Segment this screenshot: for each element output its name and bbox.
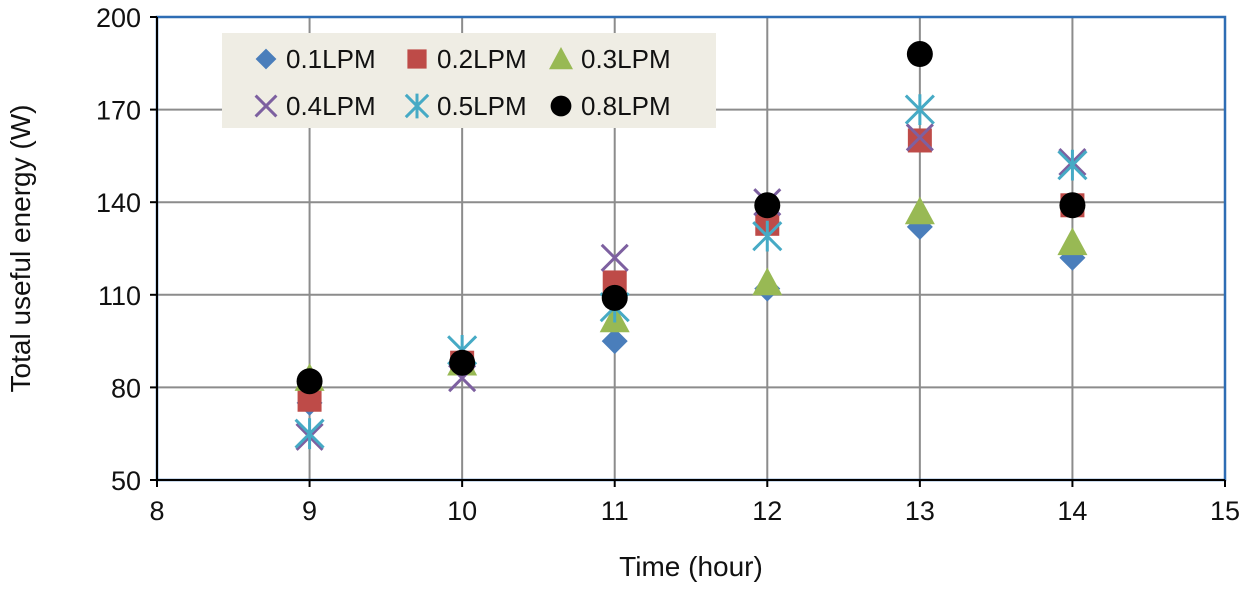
legend-marker-x — [254, 94, 278, 118]
legend-marker-triangle — [549, 47, 573, 70]
data-point-circle — [296, 368, 323, 395]
series-0.1LPM — [296, 213, 1086, 416]
legend-label: 0.3LPM — [581, 44, 671, 74]
data-point-star — [294, 418, 325, 450]
data-point-circle — [601, 284, 628, 311]
data-point-triangle — [752, 267, 783, 296]
data-point-circle — [449, 349, 476, 376]
tick-labels: 8 9 10 11 12 13 14 15 50 80 110 140 170 200 — [96, 3, 1240, 526]
y-tick-label: 140 — [96, 188, 141, 218]
data-point-circle — [1059, 192, 1086, 219]
data-point-circle — [754, 192, 781, 219]
legend-item: 0.4LPM — [254, 91, 376, 121]
data-point-star — [904, 94, 935, 125]
x-axis-title: Time (hour) — [619, 551, 763, 582]
legend-box — [222, 33, 716, 128]
legend-label: 0.4LPM — [286, 91, 376, 121]
y-axis-title: Total useful energy (W) — [5, 105, 36, 393]
axes — [150, 16, 1226, 487]
legend-item: 0.5LPM — [404, 91, 527, 121]
legend-item: 0.1LPM — [255, 44, 376, 74]
legend-label: 0.2LPM — [437, 44, 527, 74]
data-point-star — [752, 220, 783, 252]
x-tick-label: 14 — [1057, 496, 1087, 526]
data-point-diamond — [601, 328, 628, 355]
legend-item: 0.8LPM — [550, 91, 671, 121]
data-point-triangle — [1057, 227, 1088, 256]
data-point-star — [1057, 149, 1088, 181]
x-tick-label: 15 — [1210, 496, 1240, 526]
series-0.8LPM — [296, 41, 1086, 395]
legend-label: 0.1LPM — [286, 44, 376, 74]
legend-label: 0.5LPM — [437, 91, 527, 121]
legend: 0.1LPM 0.2LPM 0.3LPM 0.4LPM 0.5LPM 0.8LPM — [222, 33, 716, 128]
y-tick-label: 170 — [96, 96, 141, 126]
x-tick-label: 11 — [601, 496, 629, 526]
y-tick-label: 80 — [111, 373, 141, 403]
y-tick-label: 50 — [111, 466, 141, 496]
series-0.3LPM — [294, 196, 1088, 391]
legend-marker-square — [407, 49, 427, 69]
series-0.2LPM — [297, 128, 1085, 412]
data-point-circle — [906, 41, 933, 68]
legend-label: 0.8LPM — [581, 91, 671, 121]
y-tick-label: 110 — [98, 281, 141, 311]
x-tick-label: 13 — [905, 496, 935, 526]
x-tick-label: 9 — [302, 496, 317, 526]
x-tick-label: 12 — [752, 496, 782, 526]
x-tick-label: 10 — [447, 496, 477, 526]
data-point-triangle — [904, 196, 935, 225]
data-points — [294, 41, 1088, 451]
data-point-x — [905, 123, 934, 152]
data-point-diamond — [1059, 244, 1086, 271]
x-tick-label: 8 — [149, 496, 164, 526]
legend-marker-star — [404, 93, 430, 119]
data-point-x — [600, 243, 629, 272]
data-point-square — [907, 128, 932, 153]
series-0.5LPM — [294, 94, 1088, 450]
legend-item: 0.3LPM — [549, 44, 671, 74]
legend-marker-diamond — [255, 48, 277, 70]
series-0.4LPM — [295, 123, 1087, 451]
y-tick-label: 200 — [96, 3, 141, 33]
legend-marker-circle — [550, 95, 572, 117]
legend-item: 0.2LPM — [407, 44, 527, 74]
